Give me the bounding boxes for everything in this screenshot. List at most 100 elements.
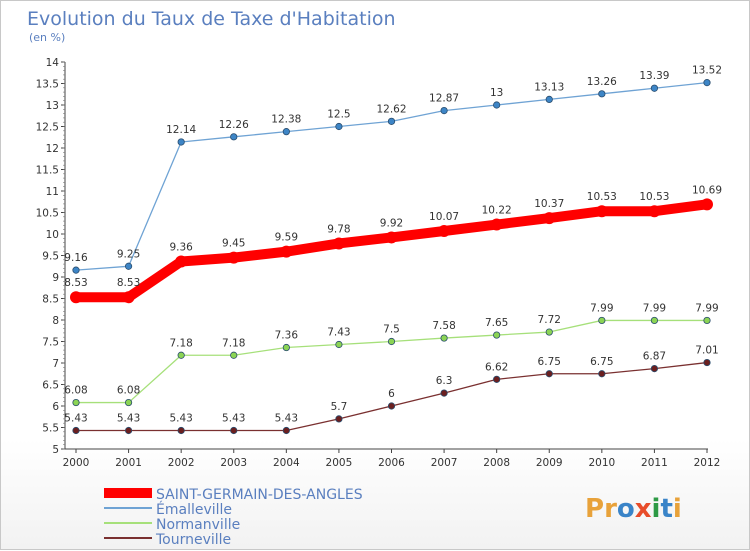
data-label: 7.18 (222, 337, 245, 349)
data-label: 5.43 (222, 413, 245, 425)
data-point (387, 402, 396, 410)
y-tick-label: 8.5 (42, 294, 59, 306)
data-label: 10.37 (534, 198, 564, 210)
data-point (332, 237, 345, 250)
data-point (175, 255, 188, 268)
x-tick-label: 2008 (483, 457, 510, 469)
y-tick-label: 12.5 (36, 122, 59, 134)
data-point (650, 364, 659, 373)
x-tick-label: 2010 (588, 457, 615, 469)
data-label: 10.53 (639, 191, 669, 203)
legend-label: Tourneville (155, 532, 231, 548)
data-point (335, 340, 343, 349)
data-label: 9.36 (169, 242, 193, 254)
data-label: 9.16 (64, 252, 88, 264)
data-label: 13.13 (534, 81, 564, 93)
data-label: 6.08 (117, 385, 140, 397)
data-point (124, 398, 133, 407)
y-tick-label: 11 (46, 186, 59, 198)
data-point (230, 133, 238, 141)
data-point (703, 358, 711, 367)
data-label: 6.87 (643, 351, 666, 363)
data-point (493, 375, 501, 383)
data-label: 5.43 (117, 413, 140, 425)
logo-letter: o (617, 494, 635, 524)
x-tick-label: 2012 (694, 457, 721, 469)
data-point (227, 251, 240, 264)
data-label: 9.78 (327, 223, 350, 235)
data-label: 12.14 (166, 124, 196, 136)
data-label: 7.65 (485, 317, 508, 329)
data-point (124, 426, 133, 435)
y-tick-label: 13.5 (36, 79, 59, 91)
x-tick-label: 2011 (641, 457, 668, 469)
x-tick-label: 2002 (168, 457, 195, 469)
logo-letter: i (652, 494, 661, 524)
y-tick-label: 14 (46, 57, 60, 69)
x-tick-label: 2005 (326, 457, 353, 469)
data-label: 7.01 (695, 345, 718, 357)
data-point (282, 426, 290, 435)
data-point (72, 426, 80, 435)
data-label: 12.87 (429, 93, 459, 105)
y-tick-label: 12 (46, 143, 59, 155)
data-point (387, 337, 396, 346)
data-point (335, 122, 343, 131)
data-point (598, 316, 606, 325)
data-label: 7.58 (432, 320, 455, 332)
data-label: 13 (490, 87, 503, 99)
data-label: 9.25 (117, 248, 140, 260)
data-point (440, 334, 448, 342)
data-point (701, 198, 713, 211)
data-label: 6.62 (485, 361, 508, 373)
data-label: 5.43 (169, 413, 192, 425)
chart-subtitle: (en %) (29, 31, 65, 44)
data-label: 5.43 (64, 413, 87, 425)
data-label: 5.7 (331, 401, 348, 413)
logo-letter: x (635, 494, 652, 524)
y-tick-label: 10.5 (36, 208, 59, 220)
series-2: 6.08 6.08 7.18 7.18 7.36 7.43 7.5 7.58 7.65 7.72 7… (64, 302, 719, 407)
data-label: 6.3 (436, 375, 453, 387)
x-tick-label: 2001 (115, 457, 142, 469)
data-point (493, 101, 501, 109)
data-label: 12.26 (219, 119, 249, 131)
logo-letter: P (585, 494, 604, 524)
data-label: 13.39 (639, 70, 669, 82)
data-label: 7.99 (590, 302, 613, 314)
data-point (230, 426, 238, 435)
chart-title: Evolution du Taux de Taxe d'Habitation (27, 8, 396, 30)
series-0: 8.53 8.53 9.36 9.45 9.59 9.78 9.92 10.07 10.22 10… (64, 184, 722, 304)
data-label: 6.75 (538, 356, 561, 368)
legend-label: Émalleville (156, 501, 232, 518)
data-label: 6.08 (64, 385, 87, 397)
data-point (335, 415, 343, 423)
data-point (545, 370, 553, 378)
y-tick-label: 5 (52, 444, 59, 456)
data-point (124, 262, 133, 270)
data-point (177, 351, 185, 359)
logo-text: Proxiti (585, 494, 682, 524)
data-label: 7.18 (169, 337, 192, 349)
x-tick-label: 2006 (378, 457, 405, 469)
data-point (440, 389, 448, 397)
data-point (177, 138, 185, 146)
data-label: 5.43 (275, 413, 298, 425)
y-tick-label: 6.5 (42, 380, 59, 392)
data-label: 7.99 (695, 302, 718, 314)
data-label: 12.38 (271, 114, 301, 126)
data-point (598, 90, 606, 98)
data-point (72, 266, 80, 274)
data-point (703, 316, 711, 325)
data-point (545, 328, 553, 336)
x-tick-label: 2009 (536, 457, 563, 469)
x-tick-label: 2007 (431, 457, 458, 469)
data-point (595, 205, 608, 218)
data-point (703, 79, 711, 87)
data-label: 7.36 (275, 330, 299, 342)
data-label: 10.07 (429, 211, 459, 223)
series-3: 5.43 5.43 5.43 5.43 5.43 5.7 6 6.3 6.62 6.75 6.75 6… (64, 345, 719, 435)
logo-letter: i (673, 494, 682, 524)
data-label: 7.99 (643, 302, 666, 314)
